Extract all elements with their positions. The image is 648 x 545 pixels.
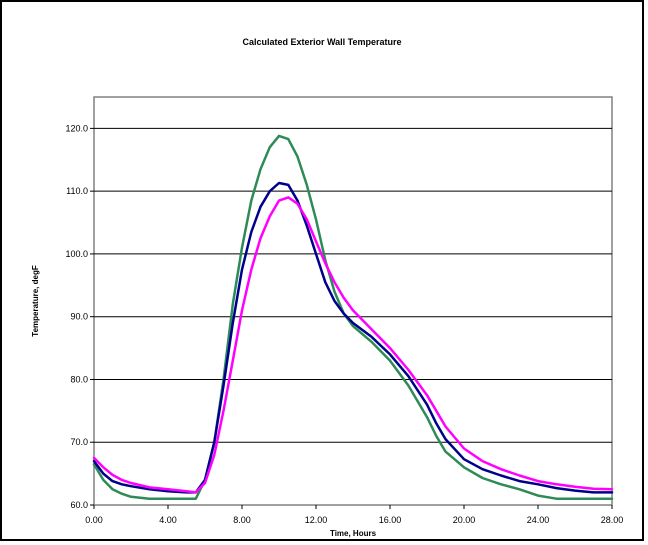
series-line-1 [92, 134, 614, 500]
series-line-3 [92, 196, 614, 494]
y-tick-label: 60.0 [70, 500, 88, 510]
axis-ticks: 60.0 70.0 80.0 90.0 100.0 110.0 120.0 0.00 4.00 8… [65, 123, 623, 525]
x-tick-label: 20.00 [453, 515, 476, 525]
x-tick-label: 16.00 [379, 515, 402, 525]
y-axis-title: Temperature, degF [31, 265, 40, 337]
y-tick-label: 80.0 [70, 374, 88, 384]
y-tick-label: 110.0 [66, 186, 88, 196]
x-tick-label: 0.00 [85, 515, 103, 525]
x-tick-label: 28.00 [601, 515, 624, 525]
x-tick-label: 4.00 [159, 515, 177, 525]
x-tick-label: 8.00 [233, 515, 251, 525]
series-line-2 [92, 181, 614, 494]
chart-canvas: Calculated Exterior Wall Temperature 60.… [31, 37, 623, 538]
y-tick-label: 90.0 [70, 312, 88, 322]
y-tick-label: 70.0 [70, 437, 88, 447]
grid-lines [94, 127, 612, 443]
x-tick-label: 12.00 [305, 515, 328, 525]
y-tick-label: 100.0 [65, 249, 88, 259]
plot-area [93, 96, 613, 506]
x-axis-title: Time, Hours [330, 529, 377, 538]
series-layer [92, 134, 614, 500]
chart-title: Calculated Exterior Wall Temperature [242, 37, 401, 47]
x-tick-label: 24.00 [527, 515, 550, 525]
y-tick-label: 120.0 [65, 123, 88, 133]
